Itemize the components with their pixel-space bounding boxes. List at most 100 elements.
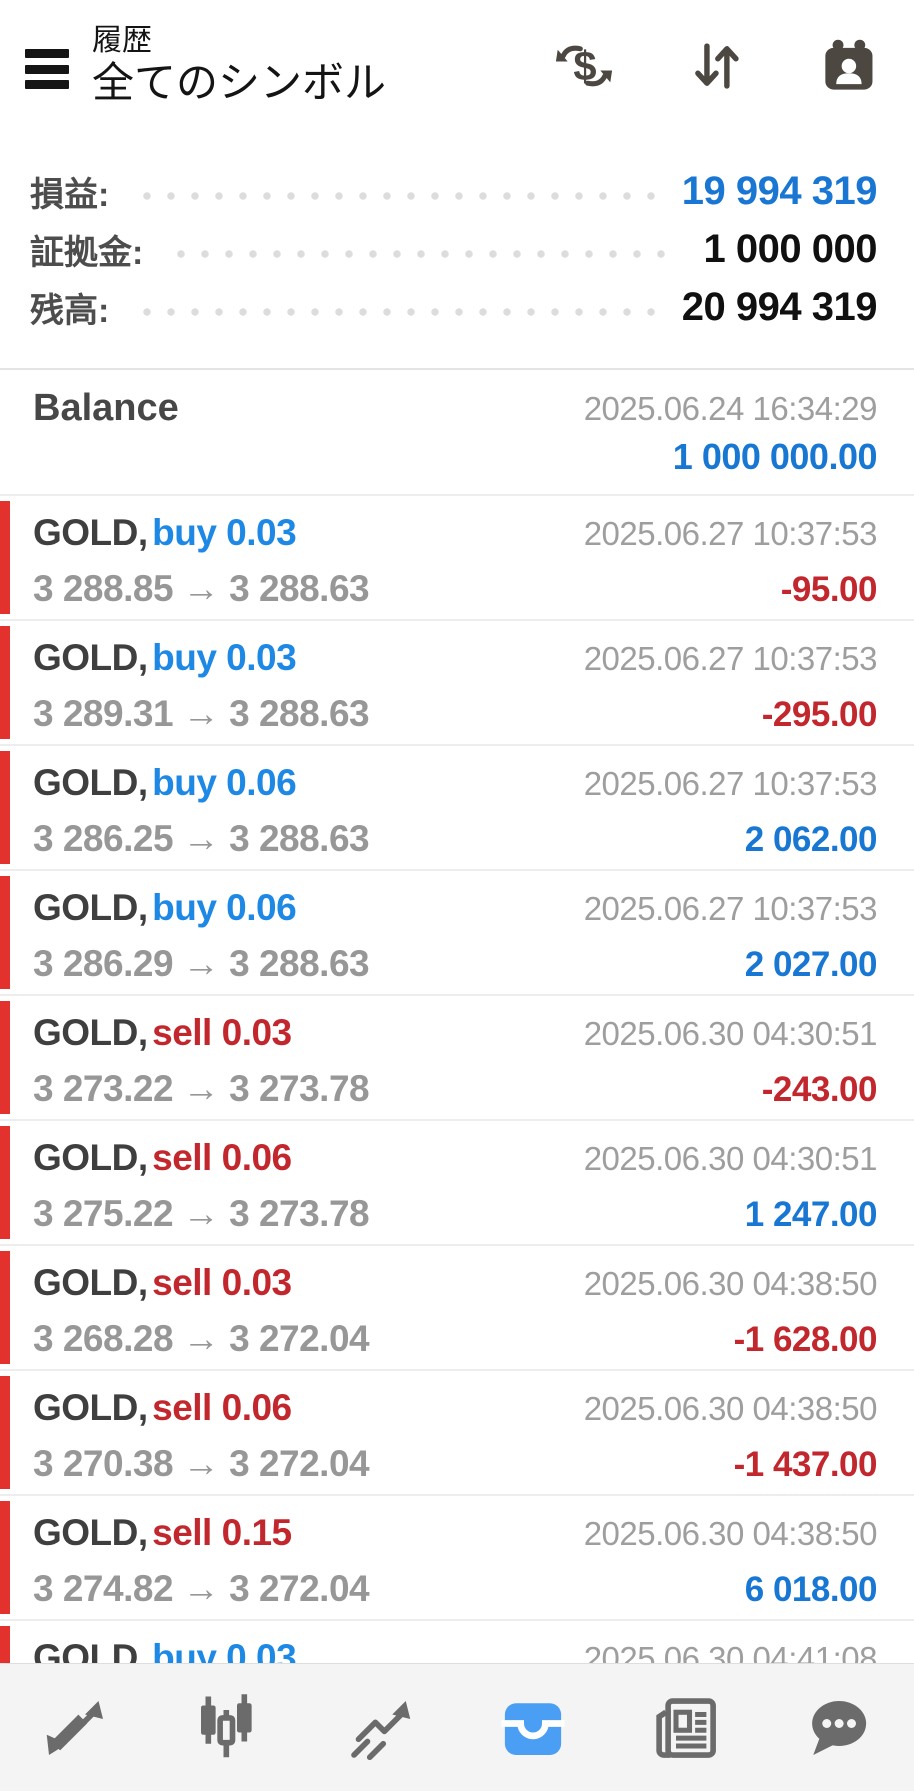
chat-bubble-icon <box>811 1700 866 1755</box>
trade-price-path: 3 273.22 → 3 273.78 <box>33 1068 370 1109</box>
trade-price-path: 3 270.38 → 3 272.04 <box>33 1443 370 1484</box>
deposit-label: 証拠金: <box>30 233 144 272</box>
trade-title: GOLD, sell 0.06 <box>33 1385 292 1439</box>
balance-entry-amount: 1 000 000.00 <box>672 436 878 477</box>
balance-entry-row[interactable]: Balance 2025.06.24 16:34:29 1 000 000.00 <box>0 368 914 494</box>
deposit-value: 1 000 000 <box>703 226 878 271</box>
trade-profit: -95.00 <box>780 570 878 609</box>
trade-symbol: GOLD, <box>33 762 148 803</box>
trade-profit: 2 027.00 <box>744 945 878 984</box>
profit-label: 損益: <box>30 175 110 214</box>
trade-profit: -1 628.00 <box>733 1320 878 1359</box>
trade-datetime: 2025.06.27 10:37:53 <box>583 890 878 927</box>
trade-price-path: 3 268.28 → 3 272.04 <box>33 1318 370 1359</box>
trade-row[interactable]: GOLD, buy 0.03 2025.06.27 10:37:53 3 288… <box>0 494 914 619</box>
trade-datetime: 2025.06.30 04:38:50 <box>583 1515 878 1552</box>
trade-row[interactable]: GOLD, sell 0.03 2025.06.30 04:38:50 3 26… <box>0 1244 914 1369</box>
summary-row-balance: 残高: 20 994 319 <box>30 278 878 336</box>
nav-trade[interactable] <box>305 1664 457 1791</box>
trade-row[interactable]: GOLD, sell 0.06 2025.06.30 04:30:51 3 27… <box>0 1119 914 1244</box>
trade-row[interactable]: GOLD, sell 0.15 2025.06.30 04:38:50 3 27… <box>0 1494 914 1619</box>
trade-symbol: GOLD, <box>33 887 148 928</box>
trade-price-path: 3 286.29 → 3 288.63 <box>33 943 370 984</box>
trade-row[interactable]: GOLD, buy 0.03 2025.06.27 10:37:53 3 289… <box>0 619 914 744</box>
nav-messages[interactable] <box>762 1664 914 1791</box>
profit-value: 19 994 319 <box>681 168 878 213</box>
history-tray-icon <box>501 1702 565 1755</box>
nav-charts[interactable] <box>152 1664 304 1791</box>
trade-row[interactable]: GOLD, sell 0.03 2025.06.30 04:30:51 3 27… <box>0 994 914 1119</box>
balance-label: 残高: <box>30 291 110 330</box>
trade-side-volume: sell 0.03 <box>152 1012 292 1053</box>
summary-row-profit: 損益: 19 994 319 <box>30 162 878 220</box>
trade-datetime: 2025.06.30 04:30:51 <box>583 1015 878 1052</box>
header-title-block: 履歴 全てのシンボル <box>92 24 386 108</box>
nav-quotes[interactable] <box>0 1664 152 1791</box>
trade-title: GOLD, buy 0.03 <box>33 635 297 689</box>
dotted-leader <box>135 191 656 201</box>
trade-symbol: GOLD, <box>33 512 148 553</box>
trade-row[interactable]: GOLD, sell 0.06 2025.06.30 04:38:50 3 27… <box>0 1369 914 1494</box>
trade-datetime: 2025.06.27 10:37:53 <box>583 640 878 677</box>
trade-profit: -243.00 <box>761 1070 878 1109</box>
trade-price-path: 3 286.25 → 3 288.63 <box>33 818 370 859</box>
dotted-leader <box>135 307 656 317</box>
trade-symbol: GOLD, <box>33 1012 148 1053</box>
trade-profit: 6 018.00 <box>744 1570 878 1609</box>
trade-datetime: 2025.06.27 10:37:53 <box>583 765 878 802</box>
trade-title: GOLD, sell 0.03 <box>33 1010 292 1064</box>
trade-symbol: GOLD, <box>33 1262 148 1303</box>
nav-news[interactable] <box>609 1664 761 1791</box>
trade-price-path: 3 289.31 → 3 288.63 <box>33 693 370 734</box>
trade-title: GOLD, sell 0.06 <box>33 1135 292 1189</box>
trade-side-volume: buy 0.03 <box>152 512 297 553</box>
calendar-contact-icon[interactable] <box>819 37 877 95</box>
newspaper-icon <box>656 1697 717 1758</box>
symbol-filter-title[interactable]: 全てのシンボル <box>92 59 387 106</box>
trade-profit: 1 247.00 <box>744 1195 878 1234</box>
trade-side-volume: sell 0.06 <box>152 1137 292 1178</box>
account-summary: 損益: 19 994 319 証拠金: 1 000 000 残高: 20 994… <box>0 132 914 368</box>
balance-value: 20 994 319 <box>681 284 878 329</box>
svg-text:$: $ <box>573 43 596 90</box>
trade-side-volume: buy 0.06 <box>152 887 297 928</box>
trade-symbol: GOLD, <box>33 1137 148 1178</box>
trade-profit: -1 437.00 <box>733 1445 878 1484</box>
quotes-arrows-icon <box>46 1700 104 1755</box>
sort-icon[interactable] <box>687 37 745 95</box>
trade-row[interactable]: GOLD, buy 0.06 2025.06.27 10:37:53 3 286… <box>0 744 914 869</box>
trade-symbol: GOLD, <box>33 1387 148 1428</box>
trade-list: GOLD, buy 0.03 2025.06.27 10:37:53 3 288… <box>0 494 914 1744</box>
trade-trend-icon <box>351 1700 411 1760</box>
trade-title: GOLD, buy 0.06 <box>33 760 297 814</box>
menu-icon[interactable] <box>25 49 69 89</box>
summary-row-deposit: 証拠金: 1 000 000 <box>30 220 878 278</box>
dotted-leader <box>169 249 678 259</box>
trade-datetime: 2025.06.30 04:30:51 <box>583 1140 878 1177</box>
trade-datetime: 2025.06.27 10:37:53 <box>583 515 878 552</box>
trade-price-path: 3 275.22 → 3 273.78 <box>33 1193 370 1234</box>
trade-datetime: 2025.06.30 04:38:50 <box>583 1265 878 1302</box>
trade-title: GOLD, buy 0.06 <box>33 885 297 939</box>
trade-datetime: 2025.06.30 04:38:50 <box>583 1390 878 1427</box>
trade-profit: 2 062.00 <box>744 820 878 859</box>
trade-price-path: 3 274.82 → 3 272.04 <box>33 1568 370 1609</box>
trade-title: GOLD, sell 0.03 <box>33 1260 292 1314</box>
screen-title: 履歴 <box>92 24 152 57</box>
balance-entry-datetime: 2025.06.24 16:34:29 <box>583 390 878 427</box>
nav-history[interactable] <box>457 1664 609 1791</box>
trade-side-volume: sell 0.06 <box>152 1387 292 1428</box>
currency-exchange-icon[interactable]: $ <box>555 37 613 95</box>
header-actions: $ <box>555 37 914 95</box>
trade-price-path: 3 288.85 → 3 288.63 <box>33 568 370 609</box>
trade-profit: -295.00 <box>761 695 878 734</box>
trade-title: GOLD, sell 0.15 <box>33 1510 292 1564</box>
bottom-nav <box>0 1663 914 1791</box>
trade-title: GOLD, buy 0.03 <box>33 510 297 564</box>
app-header: 履歴 全てのシンボル $ <box>0 0 914 132</box>
trade-symbol: GOLD, <box>33 637 148 678</box>
trade-row[interactable]: GOLD, buy 0.06 2025.06.27 10:37:53 3 286… <box>0 869 914 994</box>
trade-side-volume: sell 0.15 <box>152 1512 292 1553</box>
trade-symbol: GOLD, <box>33 1512 148 1553</box>
